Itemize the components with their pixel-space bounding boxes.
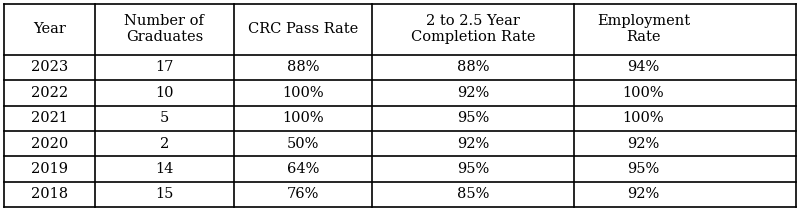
Text: 17: 17 bbox=[155, 60, 174, 74]
Text: 100%: 100% bbox=[282, 111, 324, 125]
Text: 14: 14 bbox=[155, 162, 174, 176]
Text: Year: Year bbox=[33, 22, 66, 36]
Text: 95%: 95% bbox=[627, 162, 660, 176]
Text: 2020: 2020 bbox=[31, 137, 68, 151]
Text: 92%: 92% bbox=[627, 187, 660, 201]
Text: 2021: 2021 bbox=[31, 111, 68, 125]
Text: 92%: 92% bbox=[457, 137, 490, 151]
Text: 100%: 100% bbox=[282, 86, 324, 100]
Text: 2022: 2022 bbox=[31, 86, 68, 100]
Text: CRC Pass Rate: CRC Pass Rate bbox=[248, 22, 358, 36]
Text: 88%: 88% bbox=[286, 60, 319, 74]
Text: 2018: 2018 bbox=[31, 187, 68, 201]
Text: 100%: 100% bbox=[622, 111, 664, 125]
Text: 50%: 50% bbox=[286, 137, 319, 151]
Text: 100%: 100% bbox=[622, 86, 664, 100]
Text: 85%: 85% bbox=[457, 187, 490, 201]
Text: 64%: 64% bbox=[286, 162, 319, 176]
Text: 2: 2 bbox=[160, 137, 169, 151]
Text: 88%: 88% bbox=[457, 60, 490, 74]
Text: 15: 15 bbox=[155, 187, 174, 201]
Text: Employment
Rate: Employment Rate bbox=[597, 14, 690, 45]
Text: 94%: 94% bbox=[627, 60, 660, 74]
Text: 2 to 2.5 Year
Completion Rate: 2 to 2.5 Year Completion Rate bbox=[411, 14, 535, 45]
Text: 76%: 76% bbox=[286, 187, 319, 201]
Text: Number of
Graduates: Number of Graduates bbox=[125, 14, 204, 45]
Text: 5: 5 bbox=[160, 111, 169, 125]
Text: 92%: 92% bbox=[457, 86, 490, 100]
Text: 10: 10 bbox=[155, 86, 174, 100]
Text: 92%: 92% bbox=[627, 137, 660, 151]
Text: 2023: 2023 bbox=[31, 60, 68, 74]
Text: 2019: 2019 bbox=[31, 162, 68, 176]
Text: 95%: 95% bbox=[457, 111, 490, 125]
Text: 95%: 95% bbox=[457, 162, 490, 176]
